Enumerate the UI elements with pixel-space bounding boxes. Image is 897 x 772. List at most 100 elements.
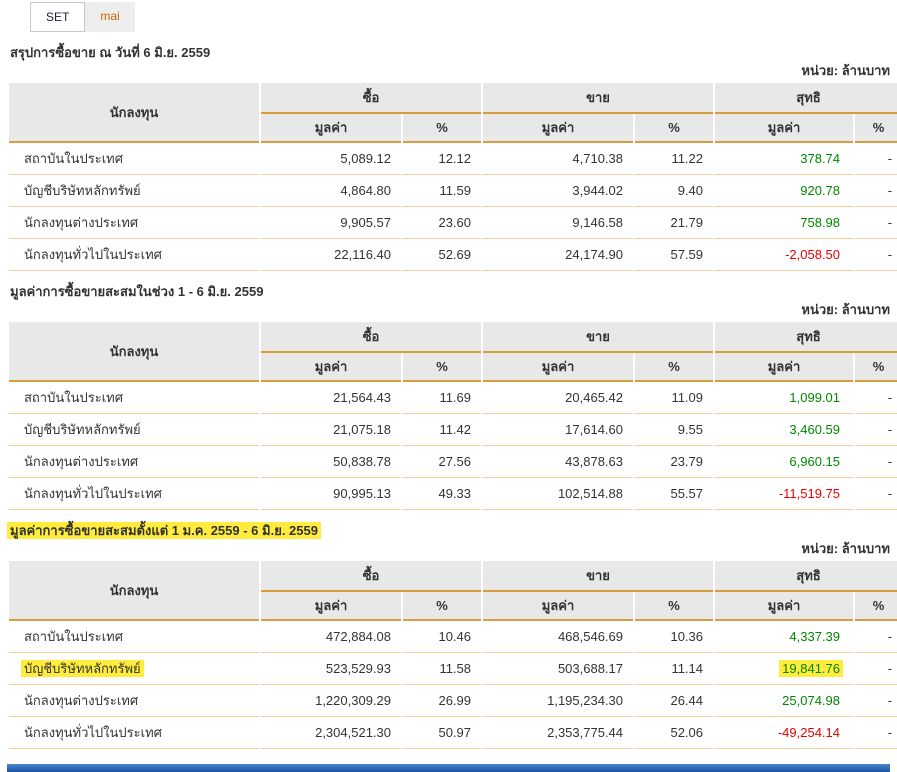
buy-value-cell: 5,089.12 [261, 143, 401, 175]
section-title-text: มูลค่าการซื้อขายสะสมในช่วง 1 - 6 มิ.ย. 2… [10, 284, 264, 299]
net-value-cell: 1,099.01 [715, 382, 854, 414]
table-row: บัญชีบริษัทหลักทรัพย์ 4,864.80 11.59 3,9… [9, 175, 897, 207]
buy-value-cell: 2,304,521.30 [261, 717, 401, 749]
net-value-cell: 378.74 [715, 143, 854, 175]
sell-value-cell: 43,878.63 [483, 446, 634, 478]
net-value: 19,841.76 [779, 660, 844, 677]
unit-label: หน่วย: ล้านบาท [801, 63, 890, 78]
investor-name-cell: สถาบันในประเทศ [9, 382, 259, 414]
col-header-net-percent: % [855, 592, 897, 621]
investor-name-cell: สถาบันในประเทศ [9, 621, 259, 653]
net-value: 920.78 [800, 183, 841, 198]
buy-percent-cell: 11.69 [403, 382, 482, 414]
net-percent-cell: - [855, 143, 897, 175]
sell-percent-cell: 9.40 [635, 175, 714, 207]
sell-percent-cell: 9.55 [635, 414, 714, 446]
table-row: นักลงทุนต่างประเทศ 50,838.78 27.56 43,87… [9, 446, 897, 478]
investor-name: นักลงทุนทั่วไปในประเทศ [24, 486, 162, 501]
net-value: 3,460.59 [789, 422, 841, 437]
investor-name: บัญชีบริษัทหลักทรัพย์ [24, 422, 141, 437]
buy-percent-cell: 11.42 [403, 414, 482, 446]
sell-value-cell: 4,710.38 [483, 143, 634, 175]
col-header-buy: ซื้อ [261, 322, 482, 353]
col-header-buy-value: มูลค่า [261, 592, 401, 621]
net-percent-cell: - [855, 207, 897, 239]
sell-percent-cell: 21.79 [635, 207, 714, 239]
buy-value-cell: 472,884.08 [261, 621, 401, 653]
investor-name-cell: สถาบันในประเทศ [9, 143, 259, 175]
net-percent-cell: - [855, 239, 897, 271]
buy-percent-cell: 23.60 [403, 207, 482, 239]
section-cumulative-ytd: มูลค่าการซื้อขายสะสมตั้งแต่ 1 ม.ค. 2559 … [7, 522, 897, 749]
sell-value-cell: 503,688.17 [483, 653, 634, 685]
col-header-net-value: มูลค่า [715, 114, 854, 143]
table-row: นักลงทุนต่างประเทศ 9,905.57 23.60 9,146.… [9, 207, 897, 239]
net-value-cell: 3,460.59 [715, 414, 854, 446]
investor-name: บัญชีบริษัทหลักทรัพย์ [24, 183, 141, 198]
col-header-net: สุทธิ [715, 322, 897, 353]
col-header-buy-percent: % [403, 592, 482, 621]
table-header: นักลงทุน ซื้อ ขาย สุทธิ มูลค่า % มูลค่า … [9, 561, 897, 621]
buy-percent-cell: 11.58 [403, 653, 482, 685]
col-header-sell: ขาย [483, 83, 714, 114]
tab-mai[interactable]: mai [85, 2, 135, 32]
sell-value-cell: 9,146.58 [483, 207, 634, 239]
col-header-sell-value: มูลค่า [483, 114, 634, 143]
footer-bar [7, 764, 890, 772]
net-percent-cell: - [855, 621, 897, 653]
investor-name: นักลงทุนทั่วไปในประเทศ [24, 247, 162, 262]
col-header-buy-value: มูลค่า [261, 114, 401, 143]
market-tabs: SET mai [0, 0, 897, 32]
section-title: มูลค่าการซื้อขายสะสมตั้งแต่ 1 ม.ค. 2559 … [7, 522, 890, 539]
buy-percent-cell: 49.33 [403, 478, 482, 510]
net-percent-cell: - [855, 478, 897, 510]
investor-name: บัญชีบริษัทหลักทรัพย์ [21, 660, 144, 677]
investor-name-cell: บัญชีบริษัทหลักทรัพย์ [9, 414, 259, 446]
table-header: นักลงทุน ซื้อ ขาย สุทธิ มูลค่า % มูลค่า … [9, 322, 897, 382]
net-value: 378.74 [800, 151, 841, 166]
unit-label: หน่วย: ล้านบาท [801, 302, 890, 317]
sell-percent-cell: 52.06 [635, 717, 714, 749]
net-percent-cell: - [855, 414, 897, 446]
table-row: บัญชีบริษัทหลักทรัพย์ 21,075.18 11.42 17… [9, 414, 897, 446]
col-header-net-percent: % [855, 353, 897, 382]
col-header-sell-percent: % [635, 114, 714, 143]
net-percent-cell: - [855, 175, 897, 207]
buy-percent-cell: 26.99 [403, 685, 482, 717]
table-row: นักลงทุนทั่วไปในประเทศ 90,995.13 49.33 1… [9, 478, 897, 510]
net-value: 4,337.39 [789, 629, 841, 644]
buy-percent-cell: 10.46 [403, 621, 482, 653]
investor-name: สถาบันในประเทศ [24, 390, 123, 405]
section-title-text: สรุปการซื้อขาย ณ วันที่ 6 มิ.ย. 2559 [10, 45, 211, 60]
col-header-sell: ขาย [483, 561, 714, 592]
col-header-buy-percent: % [403, 353, 482, 382]
sell-percent-cell: 55.57 [635, 478, 714, 510]
net-value: 1,099.01 [789, 390, 841, 405]
net-value-cell: 6,960.15 [715, 446, 854, 478]
col-header-sell-percent: % [635, 592, 714, 621]
unit-row: หน่วย: ล้านบาท [7, 541, 890, 556]
sell-value-cell: 468,546.69 [483, 621, 634, 653]
sell-percent-cell: 11.09 [635, 382, 714, 414]
section-cumulative-period: มูลค่าการซื้อขายสะสมในช่วง 1 - 6 มิ.ย. 2… [7, 283, 897, 510]
buy-percent-cell: 11.59 [403, 175, 482, 207]
net-value: -11,519.75 [778, 486, 841, 501]
net-value: -2,058.50 [785, 247, 841, 262]
buy-value-cell: 9,905.57 [261, 207, 401, 239]
sell-percent-cell: 23.79 [635, 446, 714, 478]
buy-percent-cell: 50.97 [403, 717, 482, 749]
investor-name-cell: นักลงทุนทั่วไปในประเทศ [9, 478, 259, 510]
section-title-text: มูลค่าการซื้อขายสะสมตั้งแต่ 1 ม.ค. 2559 … [7, 522, 321, 539]
buy-value-cell: 50,838.78 [261, 446, 401, 478]
investor-name: นักลงทุนต่างประเทศ [24, 215, 139, 230]
investor-name-cell: บัญชีบริษัทหลักทรัพย์ [9, 653, 259, 685]
section-title: สรุปการซื้อขาย ณ วันที่ 6 มิ.ย. 2559 [7, 44, 890, 61]
sell-value-cell: 17,614.60 [483, 414, 634, 446]
net-value-cell: -11,519.75 [715, 478, 854, 510]
investor-name: นักลงทุนทั่วไปในประเทศ [24, 725, 162, 740]
tab-set[interactable]: SET [30, 2, 86, 32]
buy-value-cell: 4,864.80 [261, 175, 401, 207]
col-header-sell-value: มูลค่า [483, 353, 634, 382]
buy-value-cell: 21,564.43 [261, 382, 401, 414]
investor-name-cell: นักลงทุนต่างประเทศ [9, 685, 259, 717]
